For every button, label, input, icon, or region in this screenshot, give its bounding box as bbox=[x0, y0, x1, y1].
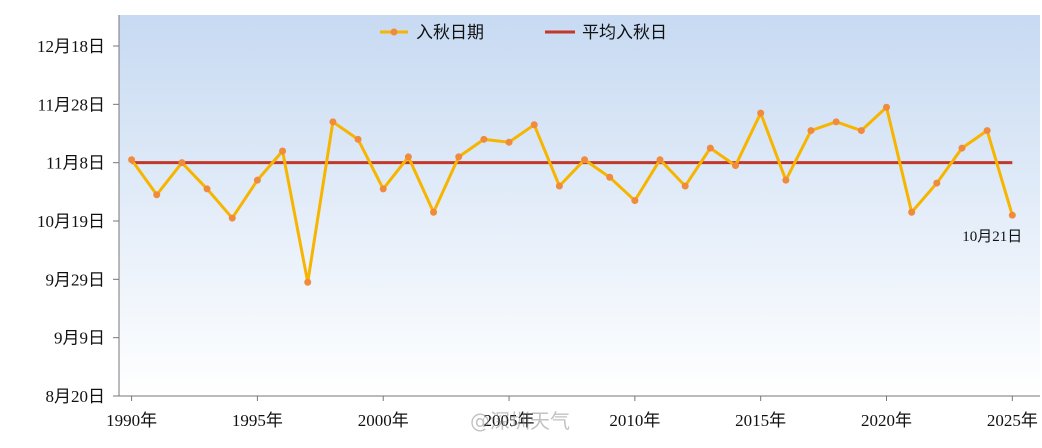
data-point bbox=[555, 182, 563, 190]
data-point bbox=[455, 153, 463, 161]
x-tick-label: 2020年 bbox=[861, 411, 912, 430]
data-point bbox=[128, 156, 136, 164]
x-tick-label: 2005年 bbox=[484, 411, 535, 430]
y-tick-label: 9月9日 bbox=[54, 329, 105, 348]
data-point bbox=[203, 185, 211, 193]
data-point bbox=[253, 176, 261, 184]
data-point bbox=[1008, 211, 1016, 219]
data-point bbox=[857, 127, 865, 135]
data-point bbox=[530, 121, 538, 129]
data-point bbox=[153, 191, 161, 199]
data-point bbox=[379, 185, 387, 193]
x-tick-label: 2015年 bbox=[735, 411, 786, 430]
data-point bbox=[656, 156, 664, 164]
data-point bbox=[908, 208, 916, 216]
data-point bbox=[505, 138, 513, 146]
x-tick-label: 2010年 bbox=[609, 411, 660, 430]
data-point bbox=[228, 214, 236, 222]
x-tick-label: 2025年 bbox=[987, 411, 1038, 430]
y-tick-label: 12月18日 bbox=[37, 37, 105, 56]
data-point bbox=[279, 147, 287, 155]
x-tick-label: 2000年 bbox=[358, 411, 409, 430]
data-point bbox=[757, 109, 765, 117]
y-tick-label: 11月28日 bbox=[38, 95, 105, 114]
data-point bbox=[631, 197, 639, 205]
data-label: 10月21日 bbox=[962, 229, 1022, 245]
plot-background bbox=[119, 15, 1040, 396]
data-point bbox=[606, 173, 614, 181]
data-line bbox=[130, 104, 1014, 283]
data-point bbox=[832, 118, 840, 126]
data-point bbox=[933, 179, 941, 187]
y-tick-label: 8月20日 bbox=[46, 387, 106, 406]
y-tick-label: 11月8日 bbox=[46, 154, 105, 173]
x-tick-label: 1990年 bbox=[106, 411, 157, 430]
data-point bbox=[958, 144, 966, 152]
data-point bbox=[983, 127, 991, 135]
legend-marker bbox=[390, 28, 398, 36]
data-point bbox=[581, 156, 589, 164]
data-point bbox=[807, 127, 815, 135]
data-point bbox=[480, 135, 488, 143]
data-point bbox=[404, 153, 412, 161]
data-point bbox=[430, 208, 438, 216]
data-point bbox=[782, 176, 790, 184]
watermark: @深圳天气 bbox=[470, 409, 570, 433]
data-point bbox=[681, 182, 689, 190]
data-point bbox=[178, 159, 186, 167]
data-point bbox=[732, 162, 740, 170]
legend-label: 入秋日期 bbox=[416, 23, 484, 42]
data-point bbox=[304, 278, 312, 286]
data-point bbox=[354, 135, 362, 143]
data-point bbox=[706, 144, 714, 152]
y-tick-label: 10月19日 bbox=[37, 212, 105, 231]
data-point bbox=[883, 103, 890, 111]
legend-label: 平均入秋日 bbox=[582, 23, 667, 42]
x-tick-label: 1995年 bbox=[232, 411, 283, 430]
data-point bbox=[329, 118, 337, 126]
y-tick-label: 9月29日 bbox=[46, 270, 106, 289]
